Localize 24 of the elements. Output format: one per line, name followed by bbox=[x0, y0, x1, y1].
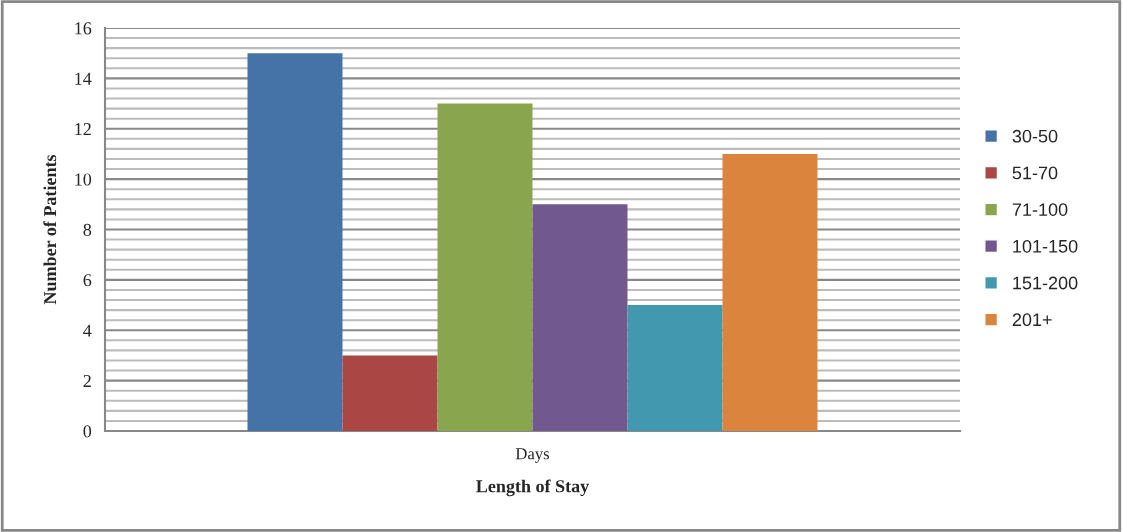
bar bbox=[722, 153, 818, 431]
y-tick-label: 8 bbox=[83, 223, 92, 236]
y-tick-label: 2 bbox=[83, 374, 91, 387]
x-axis-title: Length of Stay bbox=[476, 479, 590, 497]
bar bbox=[627, 305, 723, 431]
bar bbox=[247, 53, 343, 431]
x-tick-label: Days bbox=[515, 448, 550, 463]
y-tick-label: 6 bbox=[83, 274, 92, 287]
y-tick-label: 0 bbox=[83, 425, 92, 438]
legend-label: 101-150 bbox=[1013, 239, 1078, 253]
bar bbox=[532, 204, 628, 431]
y-tick-label: 12 bbox=[75, 123, 91, 136]
bar bbox=[342, 355, 438, 431]
legend-label: 30-50 bbox=[1012, 129, 1058, 143]
legend-label: 51-70 bbox=[1012, 166, 1058, 180]
legend-label: 151-200 bbox=[1013, 276, 1078, 290]
legend-label: 201+ bbox=[1012, 313, 1052, 327]
y-tick-label: 16 bbox=[75, 22, 92, 35]
y-tick-label: 10 bbox=[75, 173, 92, 186]
y-tick-label: 4 bbox=[83, 324, 92, 337]
y-tick-label: 14 bbox=[75, 72, 92, 85]
legend-label: 71-100 bbox=[1012, 203, 1068, 216]
y-axis-title: Number of Patients bbox=[43, 154, 57, 305]
bar bbox=[437, 103, 533, 431]
